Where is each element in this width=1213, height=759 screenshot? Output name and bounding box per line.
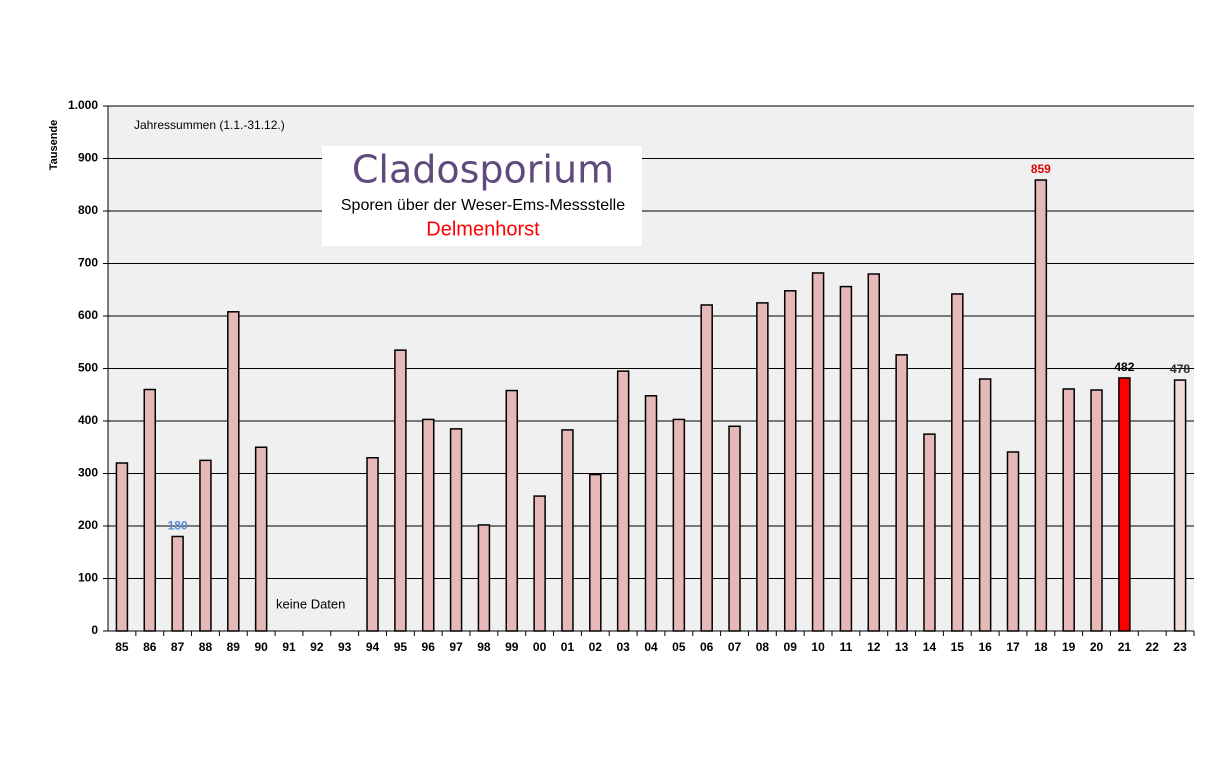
bar <box>783 290 797 632</box>
x-tick-label: 07 <box>728 640 742 654</box>
bar <box>115 462 129 632</box>
x-tick-label: 12 <box>867 640 881 654</box>
x-tick-label: 23 <box>1173 640 1187 654</box>
y-tick-label: 200 <box>78 518 98 532</box>
bar <box>756 302 769 632</box>
bar <box>644 395 658 632</box>
annotation: Jahressummen (1.1.-31.12.) <box>134 118 285 132</box>
x-tick-label: 22 <box>1146 640 1160 654</box>
bar <box>505 389 519 632</box>
x-tick-label: 96 <box>422 640 436 654</box>
x-tick-label: 01 <box>561 640 575 654</box>
bar <box>533 495 546 632</box>
x-tick-label: 06 <box>700 640 714 654</box>
bar <box>394 349 407 632</box>
data-label: 478 <box>1170 362 1190 376</box>
bar <box>811 272 825 632</box>
y-tick-label: 400 <box>78 413 98 427</box>
bar <box>700 304 713 632</box>
bar <box>895 354 908 632</box>
y-tick-label: 100 <box>78 571 98 585</box>
y-tick-label: 800 <box>78 203 98 217</box>
x-tick-label: 16 <box>978 640 992 654</box>
data-label: 859 <box>1031 162 1051 176</box>
y-axis-label: Tausende <box>48 120 60 171</box>
bar <box>254 446 268 632</box>
x-tick-label: 00 <box>533 640 547 654</box>
x-tick-label: 97 <box>449 640 463 654</box>
bar <box>978 378 992 632</box>
x-tick-label: 95 <box>394 640 408 654</box>
x-tick-label: 04 <box>644 640 658 654</box>
y-tick-label: 900 <box>78 151 98 165</box>
chart-subtitle: Sporen über der Weser-Ems-Messstelle <box>341 197 625 214</box>
x-tick-label: 10 <box>811 640 825 654</box>
bar <box>171 535 184 632</box>
x-tick-label: 85 <box>115 640 129 654</box>
x-tick-label: 89 <box>227 640 241 654</box>
bar <box>1173 379 1187 632</box>
x-tick-label: 09 <box>784 640 798 654</box>
bar <box>199 459 212 632</box>
bar <box>421 418 435 632</box>
chart-title: Cladosporium <box>352 148 614 192</box>
x-tick-label: 88 <box>199 640 213 654</box>
x-tick-label: 08 <box>756 640 770 654</box>
x-tick-label: 86 <box>143 640 157 654</box>
x-tick-label: 13 <box>895 640 909 654</box>
bar <box>366 457 379 632</box>
x-tick-label: 18 <box>1034 640 1048 654</box>
x-tick-label: 17 <box>1006 640 1020 654</box>
y-tick-label: 1.000 <box>68 98 98 112</box>
y-tick-label: 500 <box>78 361 98 375</box>
x-tick-label: 14 <box>923 640 937 654</box>
x-tick-label: 94 <box>366 640 380 654</box>
x-tick-label: 21 <box>1118 640 1132 654</box>
bar <box>561 429 574 632</box>
x-tick-label: 11 <box>840 640 853 654</box>
x-tick-label: 19 <box>1062 640 1076 654</box>
bar <box>143 388 157 632</box>
y-tick-label: 600 <box>78 308 98 322</box>
x-tick-label: 93 <box>338 640 352 654</box>
bar <box>227 311 240 632</box>
location: Delmenhorst <box>426 218 540 240</box>
data-label: 180 <box>168 519 188 533</box>
bar <box>728 425 741 632</box>
y-tick-label: 0 <box>91 623 98 637</box>
bar <box>867 273 881 632</box>
bar <box>1062 388 1075 632</box>
data-label: 482 <box>1114 360 1134 374</box>
bar <box>589 473 602 632</box>
x-tick-label: 91 <box>282 640 296 654</box>
bar <box>1090 389 1103 632</box>
bar <box>923 433 936 632</box>
annotation: keine Daten <box>276 596 345 611</box>
bar <box>1034 179 1048 632</box>
title-box <box>322 146 642 246</box>
x-tick-label: 05 <box>672 640 686 654</box>
x-tick-label: 92 <box>310 640 324 654</box>
bar <box>839 285 853 632</box>
x-tick-label: 87 <box>171 640 185 654</box>
bar <box>1118 377 1131 632</box>
bar <box>1006 451 1020 632</box>
bar <box>951 293 964 632</box>
bar <box>672 418 686 632</box>
x-tick-label: 15 <box>951 640 965 654</box>
x-tick-label: 03 <box>616 640 630 654</box>
bar <box>477 524 491 632</box>
x-tick-label: 90 <box>254 640 268 654</box>
bar <box>616 370 630 632</box>
bar <box>449 428 463 632</box>
x-tick-label: 20 <box>1090 640 1104 654</box>
y-tick-label: 300 <box>78 466 98 480</box>
x-tick-label: 98 <box>477 640 491 654</box>
x-tick-label: 02 <box>589 640 603 654</box>
y-tick-label: 700 <box>78 256 98 270</box>
x-tick-label: 99 <box>505 640 519 654</box>
